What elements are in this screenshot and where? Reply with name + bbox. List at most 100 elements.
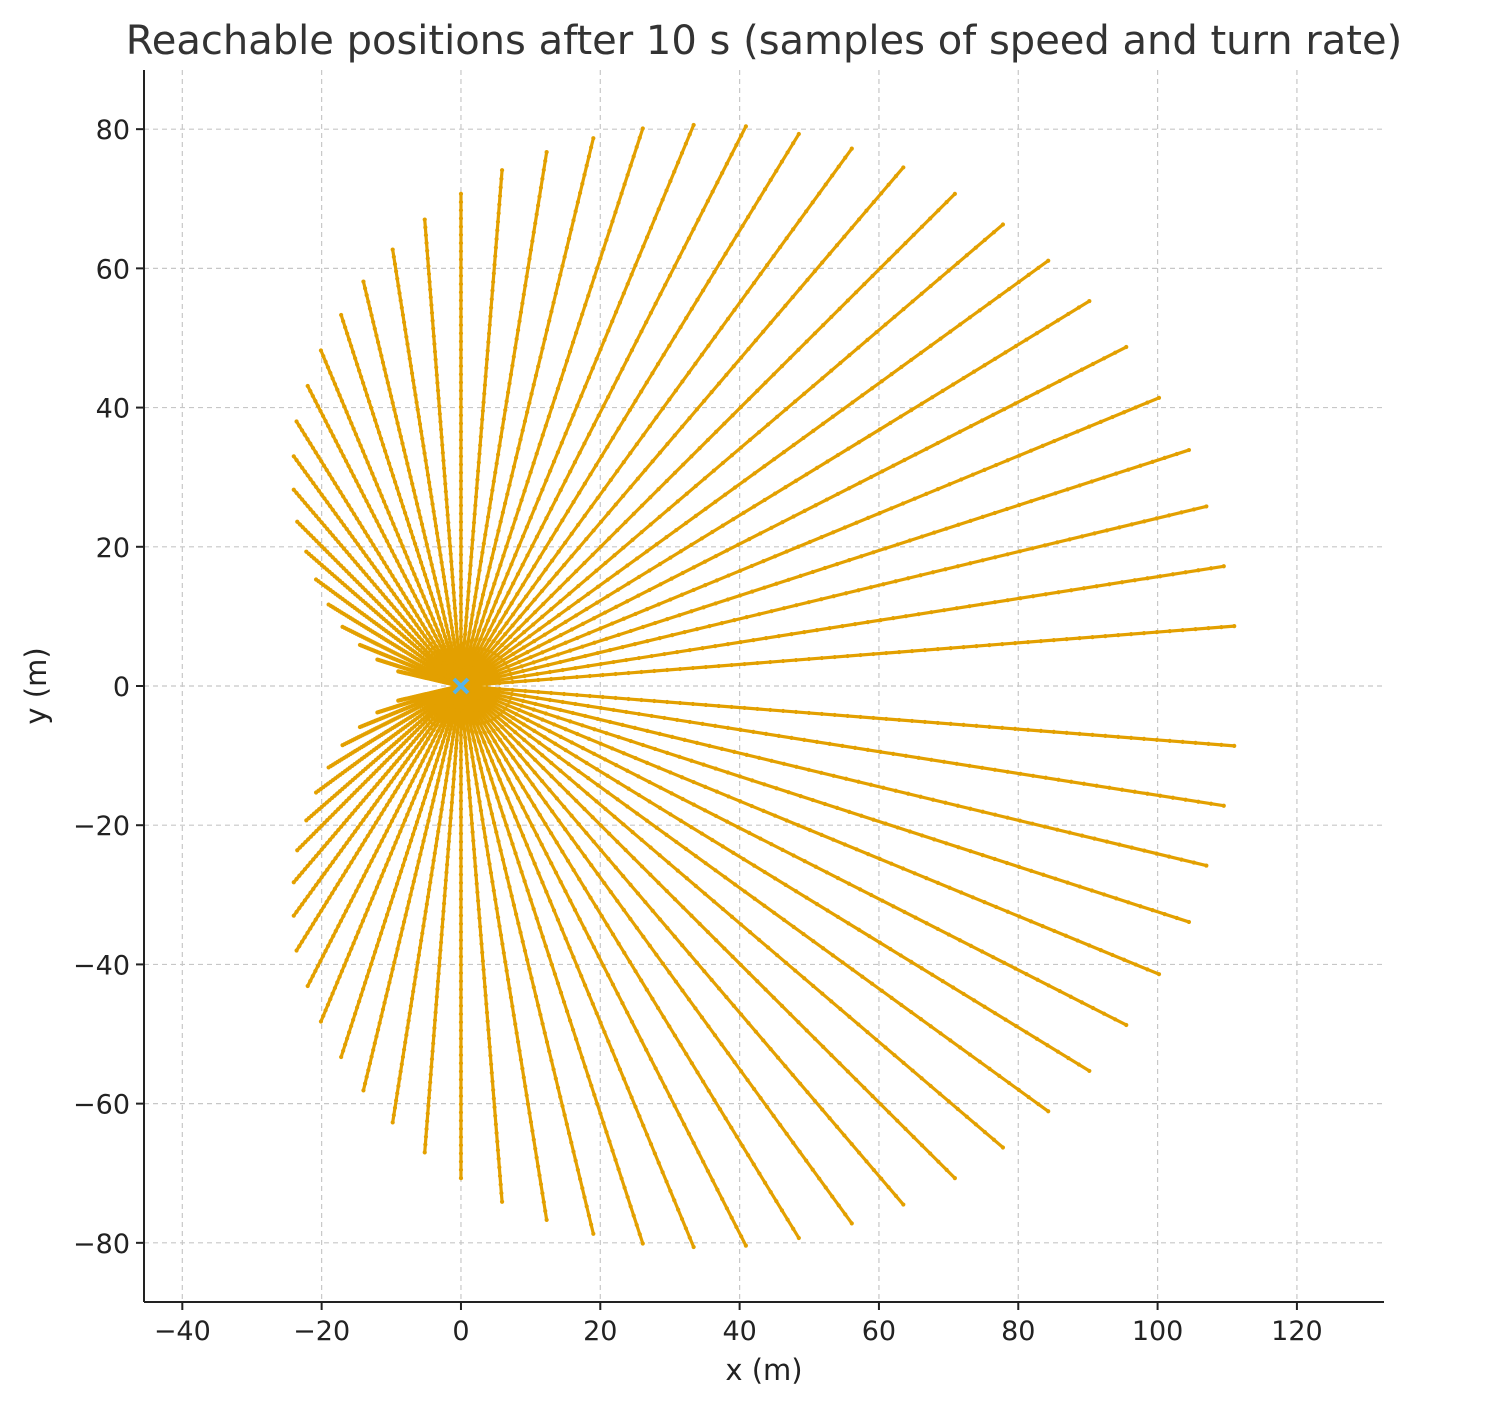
- sample-point: [422, 451, 427, 456]
- sample-point: [691, 226, 696, 232]
- sample-point: [574, 754, 579, 759]
- sample-point: [346, 571, 352, 576]
- sample-point: [305, 930, 310, 935]
- sample-point: [684, 876, 689, 881]
- sample-point: [592, 275, 597, 280]
- sample-point: [377, 488, 382, 493]
- sample-point: [438, 427, 444, 432]
- sample-point: [670, 734, 675, 739]
- sample-point: [424, 902, 429, 907]
- sample-point: [948, 721, 953, 727]
- sample-point: [390, 894, 396, 899]
- sample-point: [325, 365, 331, 370]
- sample-point: [381, 868, 387, 873]
- sample-point: [458, 1028, 464, 1033]
- sample-point: [1052, 438, 1057, 444]
- sample-point: [751, 1086, 757, 1092]
- sample-point: [549, 774, 554, 779]
- sample-point: [641, 1123, 646, 1128]
- sample-point: [862, 282, 867, 287]
- sample-point: [319, 492, 324, 497]
- sample-point: [615, 991, 620, 996]
- sample-point: [935, 926, 940, 932]
- sample-point: [749, 803, 754, 809]
- sample-point: [652, 216, 657, 221]
- sample-point: [484, 1010, 490, 1015]
- sample-point: [746, 346, 751, 352]
- sample-point: [530, 782, 535, 787]
- sample-point: [556, 754, 561, 759]
- sample-point: [903, 614, 909, 619]
- sample-point: [313, 882, 319, 888]
- sample-point: [691, 1244, 696, 1250]
- sample-point: [349, 421, 354, 426]
- sample-point: [824, 497, 829, 502]
- sample-point: [874, 1037, 879, 1042]
- sample-point: [573, 665, 578, 671]
- sample-point: [396, 492, 402, 497]
- sample-point: [406, 899, 412, 904]
- sample-point: [394, 486, 400, 491]
- sample-point: [458, 741, 464, 746]
- sample-point: [563, 827, 568, 832]
- sample-point: [586, 375, 592, 380]
- sample-point: [458, 938, 464, 943]
- sample-point: [1055, 540, 1060, 545]
- sample-point: [477, 915, 482, 921]
- sample-point: [420, 758, 425, 764]
- sample-point: [603, 560, 608, 566]
- sample-point: [840, 624, 845, 629]
- sample-point: [377, 601, 382, 606]
- sample-point: [580, 723, 585, 728]
- sample-point: [726, 573, 731, 578]
- sample-point: [431, 1041, 436, 1046]
- sample-point: [408, 742, 413, 747]
- sample-point: [297, 943, 302, 949]
- sample-point: [710, 837, 715, 843]
- sample-point: [1186, 919, 1192, 925]
- sample-point: [344, 957, 349, 963]
- sample-point: [994, 462, 999, 468]
- sample-point: [333, 536, 338, 541]
- sample-point: [442, 733, 448, 738]
- sample-point: [930, 395, 935, 400]
- sample-point: [859, 813, 864, 818]
- sample-point: [720, 523, 725, 528]
- sample-point: [382, 367, 387, 372]
- sample-point: [458, 511, 464, 516]
- sample-point: [980, 418, 985, 423]
- sample-point: [648, 495, 653, 500]
- sample-point: [455, 722, 461, 727]
- sample-point: [961, 722, 966, 728]
- sample-point: [628, 628, 633, 634]
- sample-point: [427, 279, 432, 284]
- sample-point: [437, 545, 442, 550]
- sample-point: [668, 1188, 673, 1194]
- sample-point: [629, 1019, 635, 1024]
- sample-point: [644, 1047, 649, 1052]
- sample-point: [297, 522, 303, 527]
- sample-point: [682, 737, 687, 742]
- sample-point: [379, 353, 384, 358]
- sample-point: [558, 707, 563, 713]
- sample-point: [662, 715, 667, 721]
- sample-point: [380, 592, 386, 597]
- sample-point: [837, 1061, 842, 1066]
- sample-point: [482, 984, 488, 989]
- sample-point: [458, 216, 464, 221]
- sample-point: [528, 655, 533, 660]
- sample-point: [743, 1243, 748, 1248]
- sample-point: [534, 534, 540, 539]
- sample-point: [341, 1048, 346, 1053]
- sample-point: [992, 356, 998, 361]
- sample-point: [382, 533, 387, 539]
- sample-point: [684, 1051, 689, 1057]
- sample-point: [577, 490, 582, 495]
- sample-point: [741, 510, 746, 515]
- sample-point: [1129, 632, 1134, 637]
- sample-point: [686, 236, 692, 241]
- sample-point: [386, 783, 391, 788]
- sample-point: [604, 237, 609, 243]
- sample-point: [1232, 624, 1237, 629]
- sample-point: [631, 1213, 636, 1218]
